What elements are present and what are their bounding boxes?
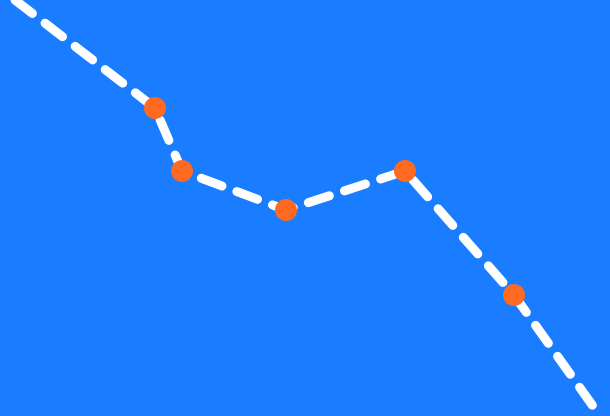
waypoint-1[interactable] (144, 97, 166, 119)
waypoint-5[interactable] (503, 284, 525, 306)
waypoint-4[interactable] (394, 160, 416, 182)
waypoint-3[interactable] (275, 199, 297, 221)
waypoint-2[interactable] (171, 160, 193, 182)
